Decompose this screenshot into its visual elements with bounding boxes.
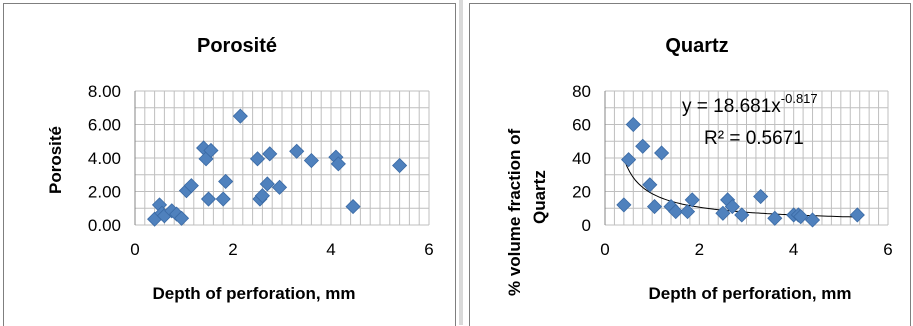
data-points (616, 116, 865, 228)
data-point (621, 152, 637, 168)
porosity-scatter-chart: Porosité Depth of perforation, mm Porosi… (46, 35, 434, 303)
y-tick-label: 6.00 (88, 116, 121, 135)
y-tick-label: 20 (572, 183, 591, 202)
x-tick-label: 2 (695, 240, 704, 259)
data-point (616, 197, 632, 213)
data-point (642, 177, 658, 193)
data-point (804, 212, 821, 228)
y-axis-title: Porosité (46, 126, 65, 194)
data-point (289, 143, 305, 159)
data-point (200, 191, 217, 207)
y-tick-label: 60 (572, 116, 591, 135)
x-tick-label: 6 (883, 240, 892, 259)
data-point (668, 204, 684, 220)
data-point (262, 146, 278, 162)
data-point (173, 210, 190, 226)
trendline-equation: y = 18.681x-0.817 (682, 91, 818, 117)
data-point (654, 145, 670, 161)
x-tick-label: 4 (326, 240, 335, 259)
data-point (679, 204, 696, 220)
y-tick-label: 40 (572, 149, 591, 168)
data-point (232, 108, 248, 124)
panel-separator (459, 0, 463, 325)
data-point (635, 138, 651, 154)
y-axis-title-line-2: Quartz (530, 170, 549, 224)
x-axis-title: Depth of perforation, mm (152, 284, 355, 303)
plot-gridlines (604, 90, 889, 226)
x-tick-label: 4 (789, 240, 798, 259)
data-point (646, 199, 663, 215)
y-tick-label: 0.00 (88, 216, 121, 235)
data-point (849, 207, 865, 223)
data-point (734, 207, 750, 223)
x-tick-label: 0 (600, 240, 609, 259)
tick-labels: 0 2 4 6 0.00 2.00 4.00 6.00 8.00 (88, 82, 434, 259)
x-tick-label: 2 (228, 240, 237, 259)
r-squared-label: R² = 0.5671 (704, 128, 804, 149)
chart-title: Porosité (197, 35, 277, 57)
data-point (793, 209, 809, 225)
x-axis-title: Depth of perforation, mm (648, 284, 851, 303)
data-point (330, 156, 346, 172)
data-point (753, 188, 769, 205)
data-point (392, 157, 408, 174)
porosity-chart-panel: Porosité Depth of perforation, mm Porosi… (3, 3, 456, 326)
y-tick-label: 4.00 (88, 149, 121, 168)
data-point (203, 142, 219, 159)
data-point (724, 199, 740, 215)
quartz-chart-panel: Quartz Depth of perforation, mm % volume… (469, 3, 911, 326)
data-point (249, 151, 266, 167)
data-point (625, 116, 641, 133)
y-tick-label: 8.00 (88, 82, 121, 101)
data-point (271, 179, 288, 195)
data-point (254, 188, 270, 204)
quartz-scatter-chart: Quartz Depth of perforation, mm % volume… (505, 35, 893, 303)
data-point (767, 210, 783, 226)
data-point (218, 173, 234, 190)
x-tick-label: 0 (130, 240, 139, 259)
data-points (147, 108, 408, 227)
y-tick-label: 80 (572, 82, 591, 101)
y-tick-label: 2.00 (88, 183, 121, 202)
plot-gridlines (134, 90, 430, 226)
data-point (715, 205, 731, 221)
data-point (303, 152, 319, 169)
chart-title: Quartz (665, 35, 728, 57)
x-tick-label: 6 (424, 240, 433, 259)
data-point (259, 176, 275, 192)
y-axis-title-line-1: % volume fraction of (505, 128, 524, 296)
y-tick-label: 0 (582, 216, 591, 235)
data-point (215, 191, 231, 207)
data-point (183, 178, 199, 194)
data-point (684, 192, 700, 208)
data-point (345, 199, 361, 215)
